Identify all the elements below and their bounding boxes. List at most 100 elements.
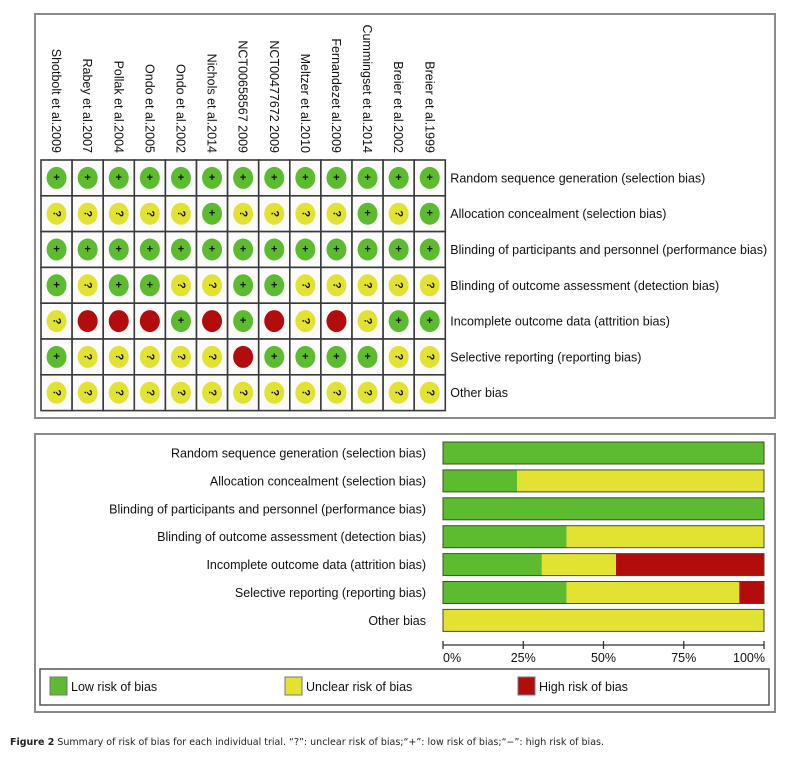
study-label: Cummingset et al.2014 <box>360 24 374 153</box>
study-label: Meltzer et al.2010 <box>298 54 312 153</box>
rating-dot-unclear <box>326 274 347 297</box>
rating-symbol: + <box>364 172 370 184</box>
bar-segment-low <box>443 553 542 576</box>
rating-symbol: ? <box>51 210 63 217</box>
rating-dot-unclear <box>139 345 160 368</box>
rating-symbol: ? <box>206 282 218 289</box>
rating-dot-unclear <box>170 345 191 368</box>
rating-dot-unclear <box>295 274 316 297</box>
rating-dot-unclear <box>139 202 160 225</box>
rating-dot-low <box>264 166 285 189</box>
rating-symbol: + <box>240 244 246 256</box>
rating-dot-unclear <box>139 381 160 404</box>
rating-symbol: + <box>302 172 308 184</box>
bar-segment-unclear <box>566 581 740 604</box>
rating-symbol: ? <box>362 282 374 289</box>
rating-symbol: ? <box>175 282 187 289</box>
study-label: Ondo et al.2005 <box>142 64 156 153</box>
domain-label: Other bias <box>450 386 508 400</box>
bar-segment-unclear <box>517 469 764 492</box>
rating-dot-low <box>264 274 285 297</box>
rating-dot-high <box>77 310 98 333</box>
rating-symbol: ? <box>237 389 249 396</box>
study-label: Ondo et al.2002 <box>173 64 187 153</box>
bar-segment-high <box>616 553 765 576</box>
bar-segment-low <box>443 525 567 548</box>
rating-symbol: + <box>302 351 308 363</box>
rating-dot-unclear <box>202 381 223 404</box>
rating-dot-low <box>388 166 409 189</box>
rating-dot-high <box>326 310 347 333</box>
study-label: Nichols et al.2014 <box>205 54 219 153</box>
bar-segment-low <box>443 442 764 464</box>
bar-segment-low <box>443 497 764 520</box>
caption-label: Figure 2 <box>10 737 55 748</box>
domain-label: Selective reporting (reporting bias) <box>450 350 641 364</box>
study-label: NCT00658567 2009 <box>236 40 250 153</box>
rating-symbol: ? <box>424 389 436 396</box>
bar-segment-high <box>739 581 764 604</box>
rating-symbol: + <box>427 208 433 220</box>
rating-dot-low <box>108 274 129 297</box>
rating-symbol: + <box>240 279 246 291</box>
bar-category-label: Blinding of outcome assessment (detectio… <box>157 530 426 544</box>
figure-caption: Figure 2 Summary of risk of bias for eac… <box>10 737 604 748</box>
rating-dot-low <box>388 310 409 333</box>
rating-symbol: + <box>178 315 184 327</box>
rating-symbol: ? <box>393 389 405 396</box>
rating-symbol: + <box>395 172 401 184</box>
legend-swatch-low <box>49 676 68 696</box>
rating-symbol: ? <box>144 354 156 361</box>
rating-symbol: ? <box>175 210 187 217</box>
rating-dot-unclear <box>170 381 191 404</box>
rating-dot-low <box>357 166 378 189</box>
rating-dot-unclear <box>326 381 347 404</box>
rating-symbol: ? <box>113 210 125 217</box>
rating-dot-low <box>326 166 347 189</box>
rating-dot-low <box>295 238 316 261</box>
rating-dot-low <box>139 274 160 297</box>
rating-symbol: + <box>302 244 308 256</box>
grid-cell <box>226 338 260 376</box>
rating-symbol: + <box>178 244 184 256</box>
rating-symbol: + <box>271 279 277 291</box>
study-label: Fernandezet al.2009 <box>329 38 343 153</box>
rating-symbol: ? <box>82 389 94 396</box>
rating-symbol: ? <box>330 389 342 396</box>
rating-symbol: + <box>271 172 277 184</box>
rating-symbol: ? <box>82 282 94 289</box>
rating-symbol: + <box>116 279 122 291</box>
rating-symbol: ? <box>424 282 436 289</box>
rating-symbol: + <box>427 244 433 256</box>
domain-label: Incomplete outcome data (attrition bias) <box>450 315 670 329</box>
legend-label: Low risk of bias <box>71 680 157 694</box>
rating-dot-low <box>295 345 316 368</box>
rating-dot-low <box>108 238 129 261</box>
legend-label: Unclear risk of bias <box>306 680 412 694</box>
rating-dot-unclear <box>170 202 191 225</box>
domain-label: Blinding of participants and personnel (… <box>450 243 767 257</box>
rating-dot-low <box>139 238 160 261</box>
bar-chart: Random sequence generation (selection bi… <box>109 441 765 665</box>
rating-dot-unclear <box>77 345 98 368</box>
x-tick-label: 0% <box>443 651 461 665</box>
rating-symbol: + <box>147 244 153 256</box>
rating-dot-low <box>139 166 160 189</box>
rating-dot-low <box>357 238 378 261</box>
rating-dot-unclear <box>233 381 254 404</box>
rating-symbol: ? <box>144 389 156 396</box>
rating-dot-low <box>264 238 285 261</box>
rating-symbol: + <box>84 172 90 184</box>
rating-dot-low <box>357 202 378 225</box>
rating-symbol: ? <box>362 318 374 325</box>
rating-symbol: ? <box>299 389 311 396</box>
rating-symbol: + <box>209 172 215 184</box>
rating-symbol: ? <box>299 318 311 325</box>
rating-dot-unclear <box>77 202 98 225</box>
rating-symbol: + <box>333 351 339 363</box>
x-tick-label: 25% <box>511 651 536 665</box>
rating-dot-unclear <box>46 381 67 404</box>
bar-outline <box>442 525 765 549</box>
study-label: NCT00477672 2009 <box>267 40 281 153</box>
